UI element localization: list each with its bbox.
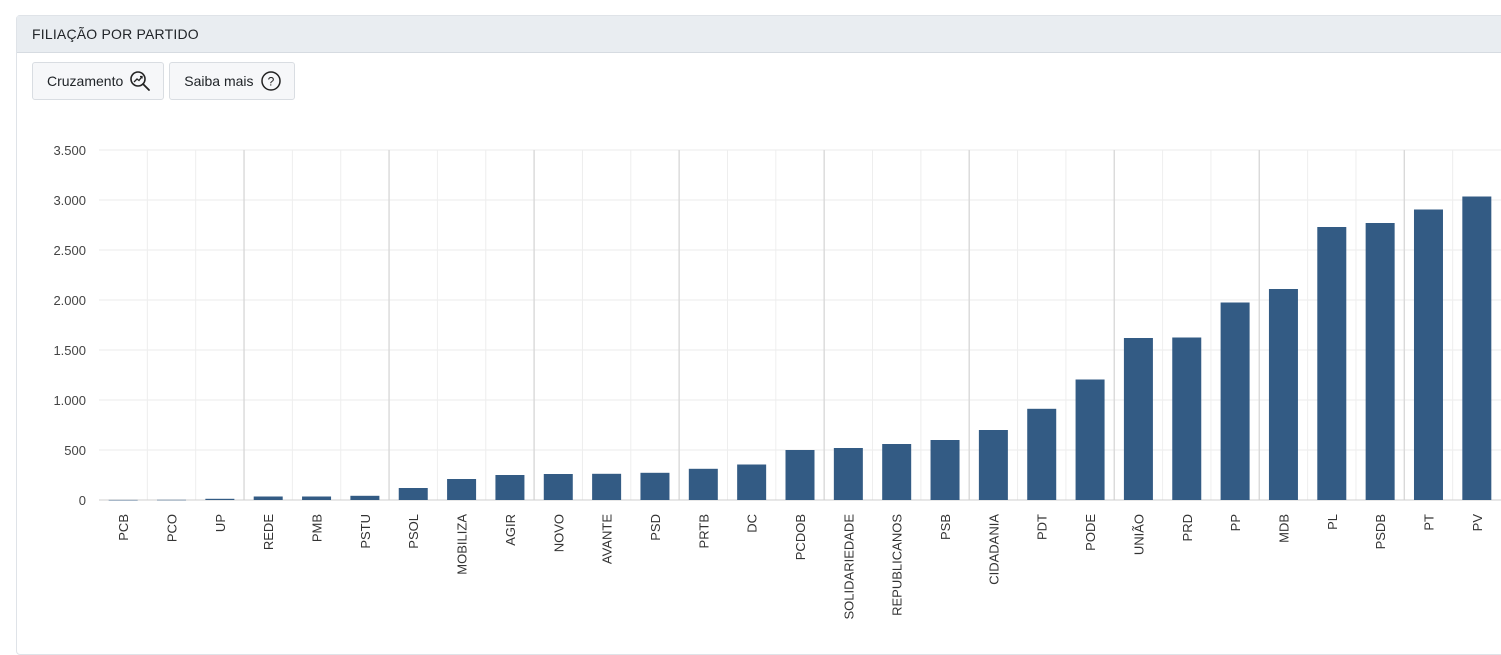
y-tick-label: 2.500 <box>53 243 86 258</box>
bar-psb <box>930 440 960 500</box>
bar-pp <box>1220 302 1250 500</box>
bar-psol <box>398 488 428 500</box>
bar-pco <box>157 499 187 501</box>
bar-pl <box>1317 227 1347 500</box>
bar-pcb <box>108 499 138 501</box>
x-tick-label: DC <box>745 514 760 533</box>
bar-pv <box>1462 196 1492 500</box>
bar-solidariedade <box>833 448 863 500</box>
x-tick-label: PRTB <box>696 514 711 548</box>
x-tick-label: SOLIDARIEDADE <box>841 514 856 620</box>
saiba-mais-label: Saiba mais <box>184 73 254 89</box>
bar-dc <box>737 464 767 500</box>
bar-união <box>1123 338 1153 500</box>
x-tick-label: PSDB <box>1373 514 1388 549</box>
bar-agir <box>495 475 525 500</box>
x-tick-label: PSD <box>648 514 663 541</box>
bar-mobiliza <box>447 479 477 500</box>
x-tick-label: AVANTE <box>600 514 615 564</box>
y-tick-label: 2.000 <box>53 293 86 308</box>
x-tick-label: REDE <box>261 514 276 550</box>
bar-pdt <box>1027 408 1057 500</box>
svg-text:?: ? <box>267 75 274 89</box>
x-tick-label: MDB <box>1276 514 1291 543</box>
y-tick-label: 0 <box>79 493 86 508</box>
x-tick-label: PP <box>1228 514 1243 531</box>
x-tick-label: PODE <box>1083 514 1098 551</box>
x-tick-label: PSTU <box>358 514 373 549</box>
bar-pmb <box>302 496 332 500</box>
x-tick-label: PL <box>1325 514 1340 530</box>
toolbar: Cruzamento Saiba mais ? <box>32 62 295 100</box>
y-tick-label: 1.000 <box>53 393 86 408</box>
bar-pstu <box>350 495 380 500</box>
bar-mdb <box>1268 289 1298 500</box>
cruzamento-button[interactable]: Cruzamento <box>32 62 165 100</box>
bar-psdb <box>1365 223 1395 500</box>
x-tick-label: UNIÃO <box>1131 514 1146 555</box>
bar-pcdob <box>785 450 815 500</box>
y-tick-label: 3.000 <box>53 193 86 208</box>
x-tick-label: PT <box>1421 514 1436 531</box>
x-tick-label: PMB <box>310 514 325 542</box>
x-tick-label: PCB <box>116 514 131 541</box>
panel-header: FILIAÇÃO POR PARTIDO <box>17 16 1501 53</box>
trend-magnifier-icon <box>129 70 151 92</box>
bar-prd <box>1172 337 1202 500</box>
y-tick-label: 1.500 <box>53 343 86 358</box>
bar-rede <box>253 496 283 500</box>
x-tick-label: PSB <box>938 514 953 540</box>
y-tick-label: 3.500 <box>53 143 86 158</box>
x-tick-label: PV <box>1470 514 1485 532</box>
chart-panel: FILIAÇÃO POR PARTIDO Cruzamento Saiba ma… <box>16 15 1501 655</box>
bar-avante <box>592 473 622 500</box>
bar-pode <box>1075 379 1105 500</box>
bar-novo <box>543 474 573 500</box>
bar-pt <box>1413 209 1443 500</box>
x-tick-label: NOVO <box>551 514 566 552</box>
x-tick-label: CIDADANIA <box>986 514 1001 585</box>
x-tick-label: PRD <box>1180 514 1195 541</box>
panel-title: FILIAÇÃO POR PARTIDO <box>32 26 199 42</box>
x-tick-label: PSOL <box>406 514 421 549</box>
x-tick-label: UP <box>213 514 228 532</box>
bar-republicanos <box>882 444 912 500</box>
x-tick-label: AGIR <box>503 514 518 546</box>
bar-up <box>205 498 235 500</box>
x-tick-label: PDT <box>1035 514 1050 540</box>
x-tick-label: PCDOB <box>793 514 808 560</box>
x-tick-label: MOBILIZA <box>455 514 470 575</box>
cruzamento-label: Cruzamento <box>47 73 124 89</box>
question-circle-icon: ? <box>260 70 282 92</box>
bar-prtb <box>688 468 718 500</box>
saiba-mais-button[interactable]: Saiba mais ? <box>169 62 295 100</box>
x-tick-label: PCO <box>165 514 180 542</box>
x-tick-label: REPUBLICANOS <box>890 514 905 616</box>
bar-cidadania <box>978 430 1008 500</box>
bar-psd <box>640 472 670 500</box>
y-tick-label: 500 <box>64 443 86 458</box>
bar-chart: 0 500 1.000 1.500 2.000 2.500 3.000 3.500 PCB PCO… <box>53 143 1501 620</box>
